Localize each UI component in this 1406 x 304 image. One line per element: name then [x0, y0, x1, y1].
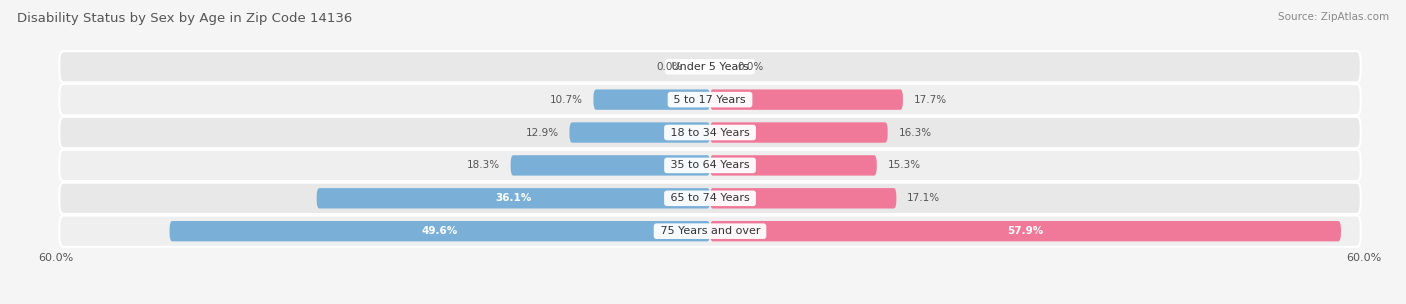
Text: Under 5 Years: Under 5 Years: [668, 62, 752, 72]
Text: 18.3%: 18.3%: [467, 161, 499, 171]
FancyBboxPatch shape: [59, 216, 1361, 247]
FancyBboxPatch shape: [59, 84, 1361, 115]
Text: 57.9%: 57.9%: [1007, 226, 1043, 236]
Text: 0.0%: 0.0%: [737, 62, 763, 72]
FancyBboxPatch shape: [710, 221, 1341, 241]
Text: 36.1%: 36.1%: [495, 193, 531, 203]
Text: 65 to 74 Years: 65 to 74 Years: [666, 193, 754, 203]
Text: 10.7%: 10.7%: [550, 95, 582, 105]
FancyBboxPatch shape: [710, 188, 897, 209]
Text: Source: ZipAtlas.com: Source: ZipAtlas.com: [1278, 12, 1389, 22]
FancyBboxPatch shape: [59, 117, 1361, 148]
FancyBboxPatch shape: [569, 122, 710, 143]
FancyBboxPatch shape: [59, 51, 1361, 82]
FancyBboxPatch shape: [59, 150, 1361, 181]
FancyBboxPatch shape: [710, 155, 877, 176]
Text: Disability Status by Sex by Age in Zip Code 14136: Disability Status by Sex by Age in Zip C…: [17, 12, 352, 25]
Text: 35 to 64 Years: 35 to 64 Years: [666, 161, 754, 171]
Text: 75 Years and over: 75 Years and over: [657, 226, 763, 236]
FancyBboxPatch shape: [593, 89, 710, 110]
Text: 17.7%: 17.7%: [914, 95, 946, 105]
Text: 15.3%: 15.3%: [887, 161, 921, 171]
Text: 17.1%: 17.1%: [907, 193, 941, 203]
FancyBboxPatch shape: [316, 188, 710, 209]
FancyBboxPatch shape: [59, 183, 1361, 214]
Text: 5 to 17 Years: 5 to 17 Years: [671, 95, 749, 105]
FancyBboxPatch shape: [170, 221, 710, 241]
Text: 0.0%: 0.0%: [657, 62, 683, 72]
Text: 16.3%: 16.3%: [898, 127, 932, 137]
Text: 49.6%: 49.6%: [422, 226, 458, 236]
FancyBboxPatch shape: [710, 89, 903, 110]
Text: 12.9%: 12.9%: [526, 127, 558, 137]
Text: 18 to 34 Years: 18 to 34 Years: [666, 127, 754, 137]
FancyBboxPatch shape: [710, 122, 887, 143]
FancyBboxPatch shape: [510, 155, 710, 176]
